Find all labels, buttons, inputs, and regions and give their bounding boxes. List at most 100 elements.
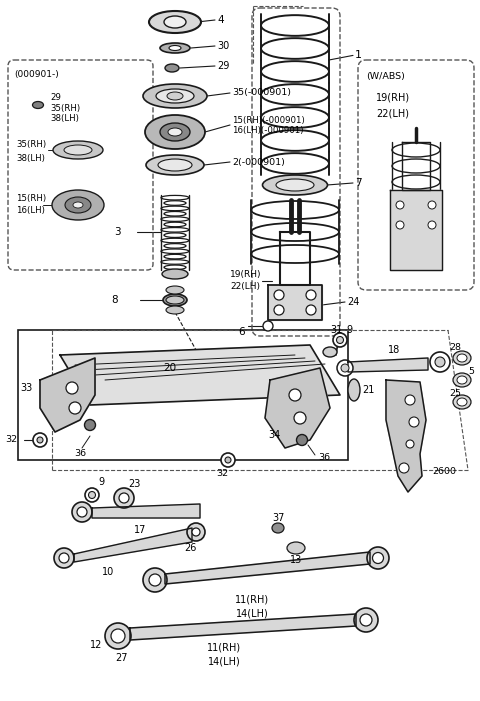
Ellipse shape [323, 347, 337, 357]
Text: 38(LH): 38(LH) [50, 114, 79, 123]
Ellipse shape [399, 463, 409, 473]
Text: 7: 7 [355, 178, 361, 188]
Ellipse shape [289, 389, 301, 401]
Ellipse shape [146, 155, 204, 175]
Ellipse shape [276, 179, 314, 191]
Text: 13: 13 [290, 555, 302, 565]
Ellipse shape [457, 376, 467, 384]
Ellipse shape [165, 64, 179, 72]
Text: 19(RH): 19(RH) [230, 271, 262, 280]
Ellipse shape [166, 286, 184, 294]
Ellipse shape [457, 354, 467, 362]
Polygon shape [40, 358, 95, 432]
Ellipse shape [145, 115, 205, 149]
Text: 10: 10 [102, 567, 114, 577]
Text: 32: 32 [5, 435, 17, 444]
Ellipse shape [143, 84, 207, 108]
Ellipse shape [158, 159, 192, 171]
Ellipse shape [167, 92, 183, 100]
Ellipse shape [84, 419, 96, 430]
Ellipse shape [66, 382, 78, 394]
Ellipse shape [263, 321, 273, 331]
Ellipse shape [287, 542, 305, 554]
Ellipse shape [306, 290, 316, 300]
Text: 16(LH)(-000901): 16(LH)(-000901) [232, 126, 303, 135]
Ellipse shape [59, 553, 69, 563]
Text: 33: 33 [20, 383, 32, 393]
Ellipse shape [156, 89, 194, 103]
Text: 36: 36 [318, 454, 330, 463]
Ellipse shape [149, 11, 201, 33]
Text: 15(RH)(-000901): 15(RH)(-000901) [232, 116, 305, 125]
Ellipse shape [354, 608, 378, 632]
Ellipse shape [149, 574, 161, 586]
Ellipse shape [409, 417, 419, 427]
Ellipse shape [430, 352, 450, 372]
Ellipse shape [453, 373, 471, 387]
Ellipse shape [160, 123, 190, 141]
Ellipse shape [85, 488, 99, 502]
Polygon shape [268, 285, 322, 320]
Ellipse shape [69, 402, 81, 414]
Ellipse shape [169, 46, 181, 50]
Ellipse shape [143, 568, 167, 592]
Text: 3: 3 [114, 227, 120, 237]
Ellipse shape [348, 379, 360, 401]
Text: 35(RH): 35(RH) [50, 104, 80, 112]
Text: 12: 12 [90, 640, 102, 650]
Ellipse shape [114, 488, 134, 508]
Ellipse shape [111, 629, 125, 643]
Text: 1: 1 [355, 50, 362, 60]
Ellipse shape [37, 437, 43, 443]
Ellipse shape [72, 502, 92, 522]
Text: 8: 8 [112, 295, 118, 305]
Ellipse shape [162, 269, 188, 279]
Ellipse shape [53, 141, 103, 159]
Ellipse shape [294, 412, 306, 424]
Ellipse shape [435, 357, 445, 367]
Text: 20: 20 [163, 363, 177, 373]
Polygon shape [74, 528, 192, 562]
Ellipse shape [396, 221, 404, 229]
Ellipse shape [192, 528, 200, 536]
Ellipse shape [396, 201, 404, 209]
Text: 34: 34 [268, 430, 280, 440]
Ellipse shape [274, 305, 284, 315]
Ellipse shape [164, 16, 186, 28]
Text: 22(LH): 22(LH) [376, 109, 409, 119]
Text: 35(-000901): 35(-000901) [232, 88, 291, 97]
Polygon shape [386, 380, 426, 492]
Ellipse shape [453, 351, 471, 365]
Text: 2(-000901): 2(-000901) [232, 158, 285, 167]
Text: 22(LH): 22(LH) [230, 283, 260, 292]
Ellipse shape [160, 43, 190, 53]
Ellipse shape [88, 491, 96, 498]
Polygon shape [402, 142, 430, 190]
Ellipse shape [274, 290, 284, 300]
Ellipse shape [428, 201, 436, 209]
Ellipse shape [405, 395, 415, 405]
Polygon shape [348, 358, 428, 372]
Ellipse shape [453, 395, 471, 409]
Ellipse shape [372, 552, 384, 564]
Text: 29: 29 [50, 93, 61, 102]
Text: 21: 21 [362, 385, 374, 395]
Text: 37: 37 [272, 513, 284, 523]
Text: 5: 5 [468, 367, 474, 376]
Ellipse shape [166, 306, 184, 314]
Bar [18, 330, 348, 460]
Text: 4: 4 [217, 15, 224, 25]
Ellipse shape [65, 197, 91, 213]
Ellipse shape [336, 336, 344, 343]
Text: 24: 24 [347, 297, 360, 307]
Ellipse shape [119, 493, 129, 503]
Ellipse shape [457, 398, 467, 406]
Text: 38(LH): 38(LH) [16, 154, 45, 163]
Text: 26: 26 [184, 543, 196, 553]
Text: 15(RH): 15(RH) [16, 193, 46, 203]
Text: 18: 18 [388, 345, 400, 355]
Ellipse shape [297, 435, 308, 446]
Text: 28: 28 [449, 343, 461, 353]
Ellipse shape [272, 523, 284, 533]
Text: 14(LH): 14(LH) [236, 608, 268, 618]
